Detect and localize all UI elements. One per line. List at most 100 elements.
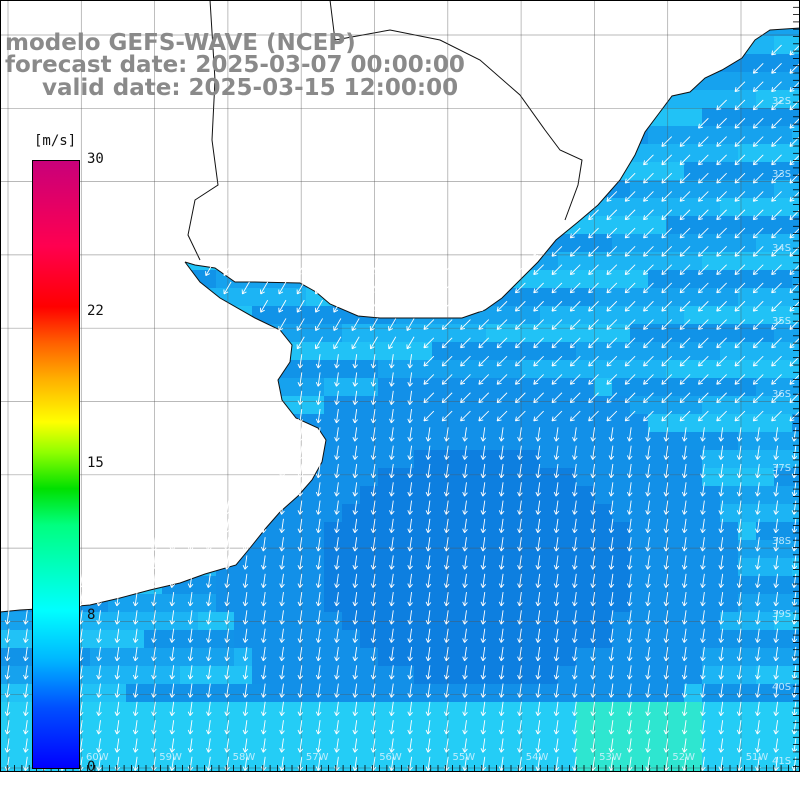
wind-arrow: [645, 573, 651, 588]
wind-arrow: [608, 665, 615, 680]
wind-arrow: [663, 482, 670, 497]
wind-arrow: [370, 555, 377, 570]
wind-arrow: [569, 282, 581, 294]
wind-arrow: [388, 263, 397, 277]
wind-arrow: [624, 337, 636, 349]
wind-arrow: [681, 646, 688, 662]
wind-arrow: [297, 372, 304, 387]
wind-arrow: [773, 610, 779, 625]
wind-arrow: [278, 263, 287, 277]
wind-arrow: [498, 701, 505, 717]
wind-arrow: [643, 392, 654, 404]
wind-arrow: [681, 683, 688, 698]
wind-arrow: [462, 592, 468, 607]
wind-arrow: [441, 319, 453, 330]
wind-arrow: [716, 154, 727, 166]
wind-arrow: [478, 374, 490, 385]
wind-arrow: [315, 592, 322, 607]
wind-arrow: [626, 720, 633, 735]
wind-arrow: [590, 573, 596, 588]
wind-arrow: [96, 683, 102, 698]
wind-arrow: [333, 336, 342, 350]
wind-arrow: [736, 665, 743, 680]
wind-arrow: [462, 610, 468, 625]
latitude-label: 33S: [772, 169, 792, 181]
title-valid-date: valid date: 2025-03-15 12:00:00: [42, 75, 459, 101]
wind-arrow: [736, 610, 743, 625]
wind-arrow: [441, 337, 453, 349]
wind-arrow: [96, 646, 102, 662]
wind-arrow: [296, 318, 305, 331]
wind-arrow: [425, 537, 432, 552]
wind-arrow: [279, 537, 285, 552]
wind-arrow: [480, 592, 487, 607]
wind-arrow: [389, 555, 395, 570]
longitude-label: 57W: [305, 752, 329, 763]
wind-arrow: [206, 518, 212, 534]
wind-arrow: [679, 355, 691, 367]
wind-arrow: [698, 136, 709, 147]
wind-arrow: [572, 720, 578, 735]
wind-arrow: [661, 355, 673, 367]
wind-arrow: [663, 683, 670, 698]
wind-arrow: [334, 592, 340, 607]
wind-arrow: [187, 720, 194, 735]
wind-arrow: [698, 227, 709, 239]
wind-arrow: [169, 756, 175, 771]
wind-arrow: [755, 445, 761, 460]
wind-arrow: [279, 592, 285, 607]
wind-arrow: [681, 463, 688, 479]
wind-arrow: [681, 482, 688, 497]
wind-arrow: [407, 701, 413, 717]
wind-arrow: [242, 665, 249, 680]
wind-arrow: [517, 555, 523, 570]
wind-arrow: [626, 555, 633, 570]
wind-arrow: [572, 683, 578, 698]
wind-arrow: [681, 537, 688, 552]
wind-arrow: [441, 264, 453, 275]
wind-arrow: [679, 191, 691, 202]
wind-arrow: [624, 410, 636, 422]
wind-arrow: [700, 592, 706, 607]
wind-arrow: [334, 555, 340, 570]
wind-arrow: [297, 482, 304, 497]
wind-arrow: [334, 500, 340, 515]
wind-arrow: [334, 409, 340, 424]
wind-arrow: [645, 628, 651, 643]
wind-arrow: [624, 191, 636, 202]
wind-arrow: [553, 646, 560, 662]
wind-arrow: [334, 427, 340, 442]
wind-arrow: [297, 427, 304, 442]
wind-arrow: [643, 191, 654, 202]
wind-arrow: [206, 555, 212, 570]
wind-arrow: [755, 555, 761, 570]
wind-arrow: [533, 355, 544, 367]
wind-arrow: [608, 701, 615, 717]
wind-arrow: [572, 628, 578, 643]
wind-arrow: [645, 427, 651, 442]
wind-arrow: [242, 555, 249, 570]
wind-arrow: [771, 392, 782, 404]
wind-arrow: [716, 209, 727, 221]
wind-arrow: [370, 537, 377, 552]
wind-arrow: [718, 628, 724, 643]
wind-arrow: [169, 665, 175, 680]
wind-arrow: [681, 518, 688, 534]
wind-arrow: [624, 355, 636, 367]
wind-arrow: [569, 264, 581, 275]
wind-arrow: [498, 738, 505, 753]
wind-arrow: [734, 337, 746, 349]
wind-arrow: [718, 738, 724, 753]
wind-arrow: [734, 264, 746, 275]
wind-arrow: [572, 427, 578, 442]
wind-arrow: [716, 410, 727, 422]
wind-arrow: [515, 264, 526, 275]
wind-arrow: [315, 701, 322, 717]
wind-arrow: [370, 482, 377, 497]
wind-arrow: [590, 592, 596, 607]
wind-arrow: [771, 99, 782, 111]
wind-arrow: [643, 264, 654, 275]
wind-arrow: [736, 701, 743, 717]
wind-arrow: [407, 500, 413, 515]
wind-arrow: [478, 337, 490, 349]
